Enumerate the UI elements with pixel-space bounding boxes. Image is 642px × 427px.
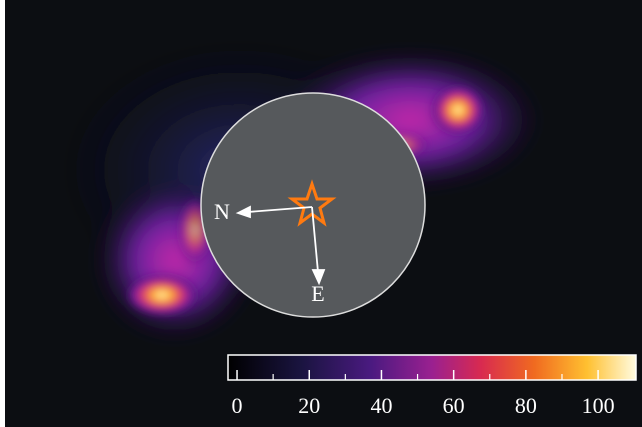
colorbar-tick-label: 80 — [515, 393, 537, 418]
east-label: E — [311, 281, 324, 306]
colorbar-tick-label: 20 — [298, 393, 320, 418]
colorbar-tick-label: 100 — [582, 393, 615, 418]
colorbar-tick-label: 40 — [370, 393, 392, 418]
colorbar-tick-label: 0 — [232, 393, 243, 418]
image: N E 0 20 40 60 80 100 — [0, 0, 642, 427]
north-label: N — [214, 199, 230, 224]
colorbar — [228, 355, 636, 380]
colorbar-tick-label: 60 — [443, 393, 465, 418]
